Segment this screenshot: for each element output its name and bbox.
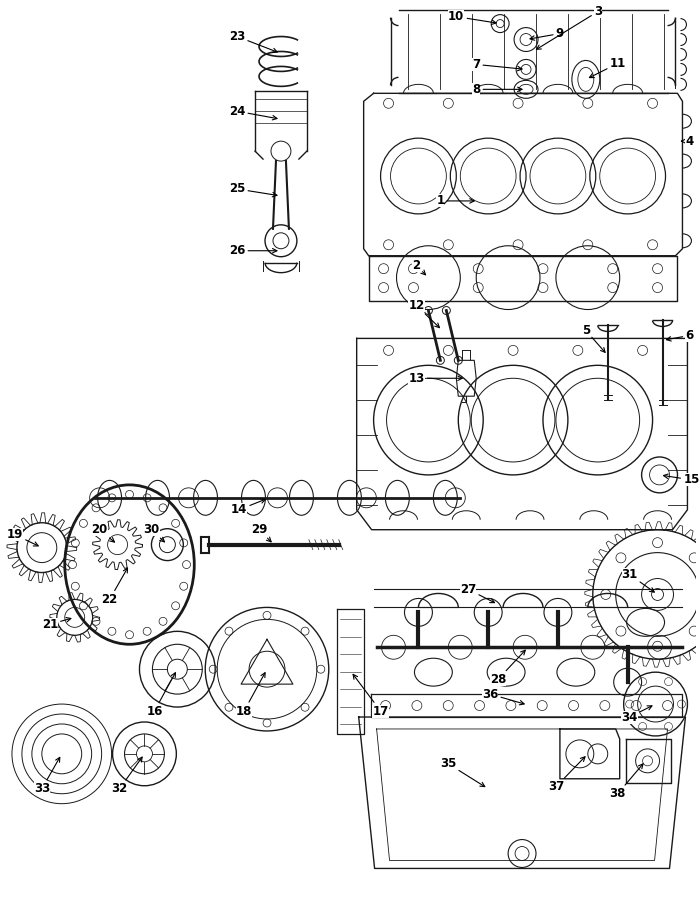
Text: 4: 4 (682, 135, 693, 148)
Text: 38: 38 (610, 764, 643, 800)
Text: 30: 30 (143, 523, 164, 542)
Text: 35: 35 (440, 757, 485, 787)
Text: 27: 27 (460, 583, 495, 603)
Text: 17: 17 (353, 674, 389, 717)
Text: 32: 32 (111, 757, 142, 796)
Text: 33: 33 (34, 758, 60, 796)
Text: 34: 34 (621, 706, 652, 724)
Text: 13: 13 (408, 372, 462, 385)
Text: 11: 11 (589, 57, 626, 77)
Text: 5: 5 (582, 324, 605, 352)
Text: 9: 9 (530, 27, 564, 40)
Text: 36: 36 (482, 688, 524, 705)
Text: 20: 20 (92, 523, 115, 542)
Text: 16: 16 (146, 672, 175, 717)
Text: 19: 19 (7, 528, 38, 546)
Text: 2: 2 (412, 259, 426, 274)
Text: 7: 7 (472, 58, 522, 71)
Text: 3: 3 (536, 5, 602, 50)
Text: 12: 12 (408, 299, 440, 328)
Text: 21: 21 (42, 617, 71, 631)
Text: 24: 24 (229, 104, 277, 120)
Text: 14: 14 (231, 499, 265, 517)
Text: 29: 29 (251, 523, 271, 542)
Text: 22: 22 (101, 568, 127, 606)
Text: 31: 31 (621, 568, 654, 592)
Text: 10: 10 (448, 10, 496, 24)
Text: 23: 23 (229, 30, 278, 52)
Text: 15: 15 (663, 473, 699, 486)
Text: 8: 8 (472, 83, 522, 95)
Text: 28: 28 (490, 650, 525, 686)
Text: 6: 6 (666, 328, 693, 342)
Text: 37: 37 (548, 757, 585, 793)
Text: 18: 18 (236, 672, 265, 717)
Text: 25: 25 (229, 183, 277, 197)
Text: 26: 26 (229, 244, 277, 257)
Text: 1: 1 (436, 194, 474, 207)
